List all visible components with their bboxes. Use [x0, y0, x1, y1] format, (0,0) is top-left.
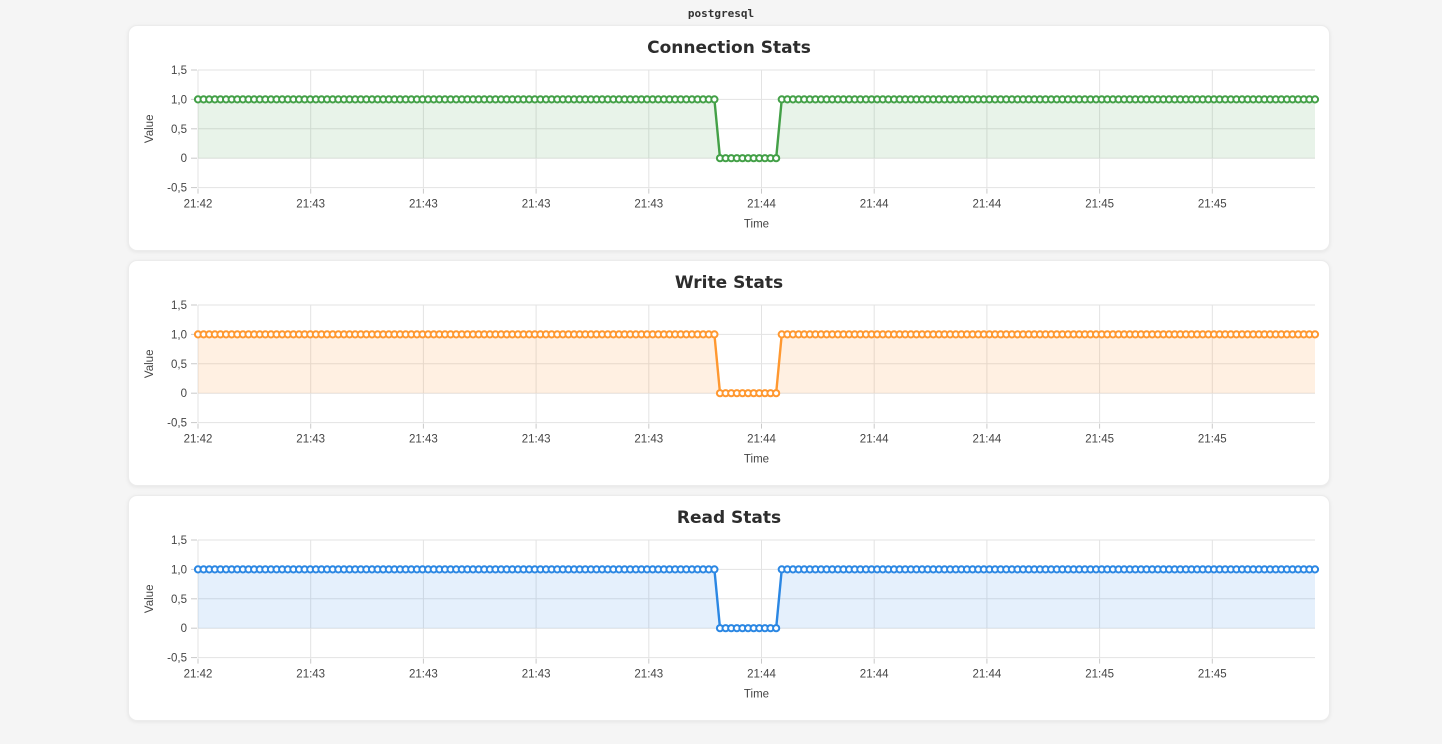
chart-title: Connection Stats — [647, 38, 811, 58]
x-tick-label: 21:44 — [747, 669, 776, 681]
page-title: postgresql — [687, 7, 755, 20]
y-tick-label: 1,5 — [171, 535, 187, 547]
series-markers — [193, 95, 1320, 163]
x-tick-label: 21:43 — [634, 434, 663, 446]
x-axis-title: Time — [744, 454, 769, 466]
x-tick-label: 21:44 — [860, 434, 889, 446]
y-tick-label: 0,5 — [171, 594, 187, 606]
x-tick-label: 21:45 — [1198, 199, 1227, 211]
x-tick-label: 21:45 — [1198, 669, 1227, 681]
x-tick-label: 21:44 — [973, 434, 1002, 446]
y-tick-label: 1,0 — [171, 329, 187, 341]
x-tick-label: 21:43 — [522, 669, 551, 681]
x-tick-label: 21:43 — [522, 199, 551, 211]
y-tick-label: 1,0 — [171, 94, 187, 106]
x-tick-label: 21:43 — [296, 199, 325, 211]
y-tick-label: -0,5 — [167, 183, 187, 195]
charts-container: Connection Stats 1,5 1,0 0,5 0 -0,5 21:42 21:4… — [128, 25, 1330, 721]
y-tick-label: 0,5 — [171, 359, 187, 371]
x-tick-label: 21:43 — [634, 199, 663, 211]
chart-title: Write Stats — [674, 273, 784, 293]
x-tick-label: 21:42 — [184, 434, 213, 446]
series-area-fill — [198, 334, 1315, 394]
x-tick-label: 21:43 — [409, 434, 438, 446]
x-tick-label: 21:43 — [409, 199, 438, 211]
x-tick-label: 21:45 — [1198, 434, 1227, 446]
x-tick-label: 21:44 — [973, 669, 1002, 681]
x-tick-label: 21:45 — [1085, 199, 1114, 211]
y-tick-label: -0,5 — [167, 418, 187, 430]
line-chart: 1,5 1,0 0,5 0 -0,5 21:42 21:43 21:43 21:43 21:43 2… — [144, 300, 1320, 466]
y-axis-title: Value — [144, 585, 156, 614]
series-area-fill — [198, 99, 1315, 159]
y-tick-label: 0 — [181, 388, 187, 400]
series-markers — [193, 565, 1320, 633]
y-axis-title: Value — [144, 115, 156, 144]
chart-card: Connection Stats 1,5 1,0 0,5 0 -0,5 21:42 21:4… — [128, 25, 1330, 251]
x-tick-label: 21:44 — [860, 669, 889, 681]
chart-card: Write Stats 1,5 1,0 0,5 0 -0,5 21:42 21:43 21:4… — [128, 260, 1330, 486]
x-tick-label: 21:43 — [296, 669, 325, 681]
series-markers — [193, 330, 1320, 398]
series-area-fill — [198, 569, 1315, 629]
x-tick-label: 21:42 — [184, 669, 213, 681]
line-chart: 1,5 1,0 0,5 0 -0,5 21:42 21:43 21:43 21:43 21:43 2… — [144, 535, 1320, 701]
line-chart: 1,5 1,0 0,5 0 -0,5 21:42 21:43 21:43 21:43 21:43 2… — [144, 65, 1320, 231]
x-tick-label: 21:45 — [1085, 434, 1114, 446]
y-tick-label: 1,5 — [171, 65, 187, 77]
x-axis-title: Time — [744, 219, 769, 231]
x-tick-label: 21:43 — [522, 434, 551, 446]
x-tick-label: 21:44 — [747, 434, 776, 446]
y-axis-title: Value — [144, 350, 156, 379]
y-tick-label: 0,5 — [171, 124, 187, 136]
x-tick-label: 21:44 — [860, 199, 889, 211]
x-axis-title: Time — [744, 689, 769, 701]
y-tick-label: 1,5 — [171, 300, 187, 312]
x-tick-label: 21:44 — [973, 199, 1002, 211]
chart-card: Read Stats 1,5 1,0 0,5 0 -0,5 21:42 21:43 21:43… — [128, 495, 1330, 721]
x-tick-label: 21:44 — [747, 199, 776, 211]
x-tick-label: 21:42 — [184, 199, 213, 211]
y-tick-label: 1,0 — [171, 564, 187, 576]
x-tick-label: 21:43 — [634, 669, 663, 681]
y-tick-label: 0 — [181, 623, 187, 635]
y-tick-label: 0 — [181, 153, 187, 165]
chart-title: Read Stats — [676, 508, 782, 528]
x-tick-label: 21:43 — [296, 434, 325, 446]
x-tick-label: 21:43 — [409, 669, 438, 681]
x-tick-label: 21:45 — [1085, 669, 1114, 681]
y-tick-label: -0,5 — [167, 653, 187, 665]
